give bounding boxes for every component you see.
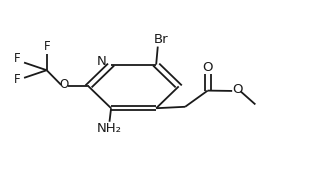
Text: F: F [43, 40, 50, 53]
Text: O: O [203, 61, 213, 74]
Text: N: N [97, 55, 107, 68]
Text: F: F [14, 73, 20, 86]
Text: Br: Br [154, 33, 168, 46]
Text: O: O [60, 78, 69, 91]
Text: NH₂: NH₂ [97, 122, 122, 135]
Text: F: F [14, 52, 20, 66]
Text: O: O [232, 83, 243, 96]
